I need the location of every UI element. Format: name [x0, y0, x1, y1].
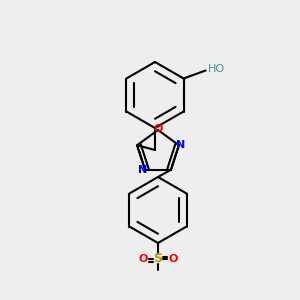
- Text: HO: HO: [208, 64, 225, 74]
- Text: O: O: [153, 124, 163, 134]
- Text: O: O: [138, 254, 148, 264]
- Text: N: N: [138, 165, 148, 175]
- Text: O: O: [168, 254, 178, 264]
- Text: N: N: [176, 140, 185, 150]
- Text: S: S: [154, 253, 163, 266]
